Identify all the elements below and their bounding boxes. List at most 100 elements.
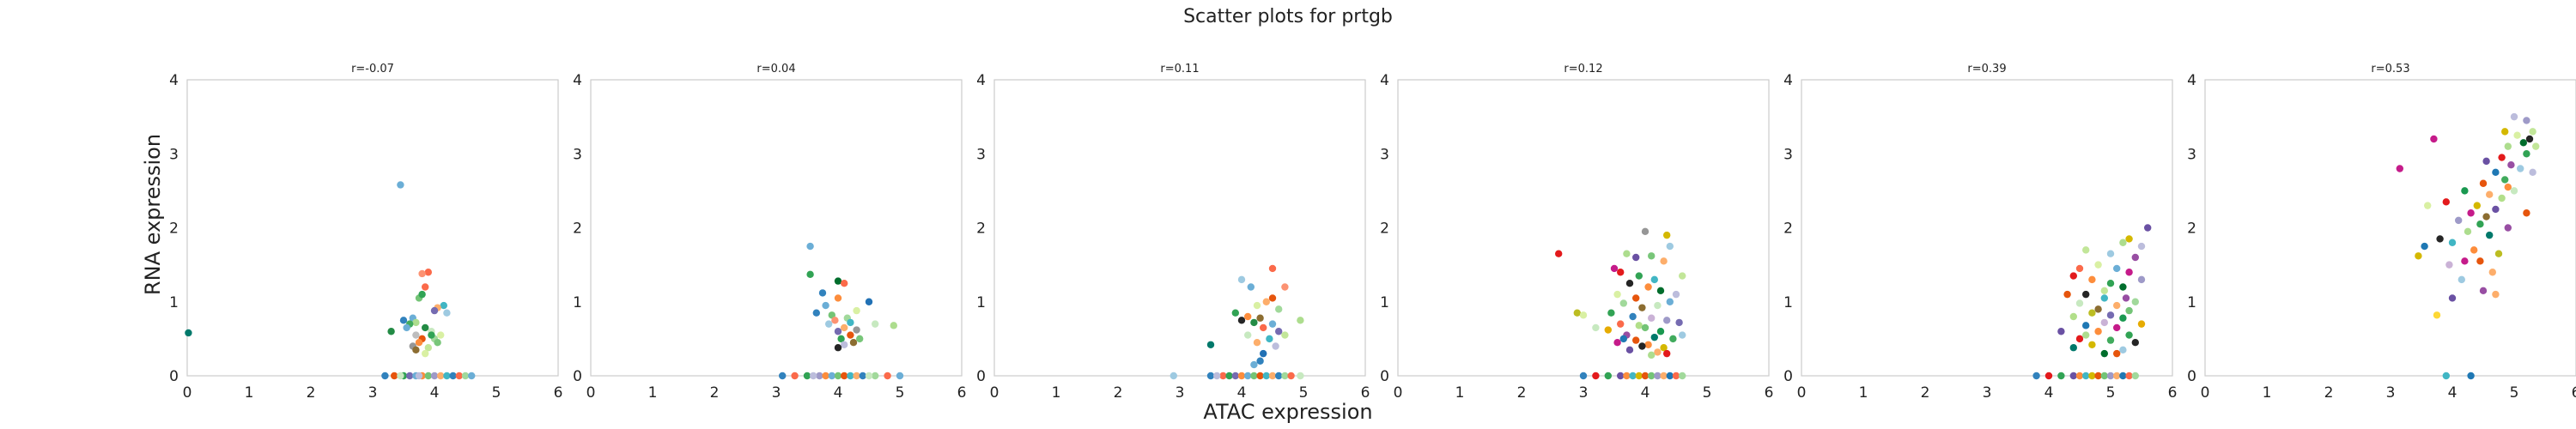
data-point — [866, 299, 872, 305]
plot-area — [1801, 80, 2172, 376]
data-point — [1275, 305, 1282, 312]
data-point — [835, 328, 841, 335]
data-point — [831, 317, 838, 323]
data-point — [1660, 257, 1667, 264]
data-point — [2495, 250, 2502, 257]
panel-title: r=0.11 — [1160, 63, 1199, 76]
y-tick-label: 0 — [1783, 368, 1793, 385]
data-point — [1654, 348, 1661, 355]
data-point — [1238, 276, 1245, 283]
data-point — [1626, 347, 1633, 353]
data-point — [1592, 372, 1599, 379]
data-point — [2505, 142, 2512, 149]
data-point — [856, 335, 863, 342]
data-point — [434, 339, 440, 346]
data-point — [1607, 309, 1614, 316]
data-point — [1254, 302, 1261, 309]
data-point — [431, 307, 438, 314]
x-tick-label: 3 — [2386, 384, 2396, 402]
data-point — [2492, 291, 2499, 298]
data-point — [2088, 372, 2095, 379]
data-point — [2082, 246, 2089, 253]
data-point — [2507, 161, 2514, 168]
data-point — [1654, 302, 1661, 309]
data-point — [2088, 341, 2095, 348]
x-tick-label: 4 — [2448, 384, 2458, 402]
data-point — [2529, 169, 2536, 176]
data-point — [1648, 352, 1655, 359]
data-point — [2132, 339, 2139, 346]
data-point — [1238, 372, 1245, 379]
x-tick-label: 0 — [990, 384, 999, 402]
data-point — [397, 372, 404, 379]
data-point — [2119, 315, 2126, 322]
data-point — [2486, 232, 2493, 239]
data-point — [412, 347, 419, 353]
data-point — [1657, 287, 1664, 294]
data-point — [1660, 372, 1667, 379]
data-point — [2113, 350, 2120, 357]
data-point — [2476, 221, 2483, 227]
data-point — [1281, 283, 1288, 290]
data-point — [2470, 246, 2477, 253]
y-tick-label: 0 — [573, 368, 582, 385]
data-point — [2501, 176, 2508, 183]
x-tick-label: 1 — [1859, 384, 1868, 402]
data-point — [456, 372, 463, 379]
data-point — [1260, 350, 1267, 357]
x-tick-label: 2 — [1114, 384, 1123, 402]
data-point — [1654, 372, 1661, 379]
data-point — [1642, 228, 1649, 235]
data-point — [1675, 319, 1682, 326]
x-tick-label: 6 — [957, 384, 967, 402]
data-point — [825, 320, 832, 327]
data-point — [2132, 299, 2139, 305]
plot-area — [1398, 80, 1769, 376]
data-point — [1644, 341, 1651, 348]
data-point — [1275, 372, 1282, 379]
data-point — [2492, 206, 2499, 213]
x-tick-label: 0 — [183, 384, 192, 402]
x-tick-label: 4 — [2044, 384, 2054, 402]
data-point — [428, 331, 434, 338]
data-point — [2070, 272, 2077, 279]
data-point — [1580, 311, 1587, 318]
data-point — [2125, 372, 2132, 379]
data-point — [437, 372, 444, 379]
data-point — [185, 329, 191, 336]
data-point — [2088, 309, 2095, 316]
data-point — [422, 324, 428, 331]
y-tick-label: 0 — [976, 368, 986, 385]
data-point — [2107, 280, 2114, 287]
data-point — [1592, 324, 1599, 331]
data-point — [1636, 322, 1643, 329]
data-point — [1623, 372, 1630, 379]
data-point — [2467, 372, 2474, 379]
x-tick-label: 6 — [554, 384, 563, 402]
x-tick-label: 5 — [1299, 384, 1309, 402]
data-point — [1254, 339, 1261, 346]
data-point — [422, 350, 428, 357]
data-point — [2132, 254, 2139, 261]
data-point — [2482, 213, 2489, 220]
data-point — [1617, 372, 1624, 379]
data-point — [2498, 195, 2505, 202]
x-tick-label: 3 — [1579, 384, 1589, 402]
data-point — [425, 372, 432, 379]
data-point — [1626, 280, 1633, 287]
data-point — [1232, 309, 1239, 316]
data-point — [449, 372, 456, 379]
plot-area — [187, 80, 558, 376]
data-point — [2443, 198, 2450, 205]
x-tick-label: 5 — [1703, 384, 1712, 402]
data-point — [2070, 313, 2077, 320]
data-point — [2107, 336, 2114, 343]
data-point — [2474, 202, 2481, 208]
y-tick-label: 2 — [1783, 221, 1793, 238]
data-point — [1269, 265, 1276, 272]
x-tick-label: 3 — [772, 384, 781, 402]
data-point — [1244, 313, 1251, 320]
y-tick-label: 1 — [1380, 294, 1389, 311]
data-point — [853, 307, 860, 314]
